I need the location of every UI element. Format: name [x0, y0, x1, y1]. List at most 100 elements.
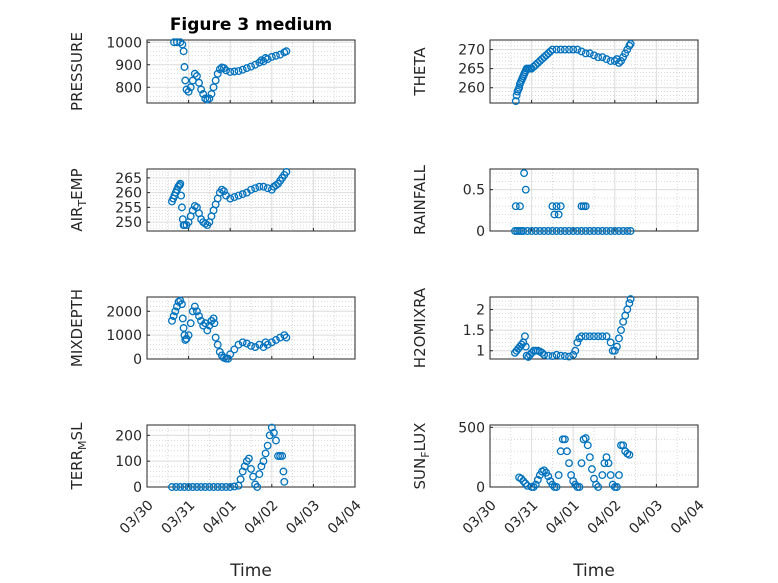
- data-point: [230, 482, 239, 491]
- data-point: [211, 76, 220, 85]
- data-point: [556, 202, 565, 211]
- data-point: [602, 55, 611, 64]
- x-tick-label: 04/03: [283, 497, 323, 537]
- data-point: [520, 169, 529, 178]
- data-point: [606, 227, 615, 235]
- data-point: [201, 219, 210, 228]
- x-tick-label: 04/03: [626, 497, 666, 537]
- data-point: [594, 483, 603, 491]
- data-point: [587, 465, 596, 474]
- data-point: [540, 466, 549, 475]
- data-point: [188, 483, 197, 491]
- data-point: [544, 227, 553, 235]
- data-point: [278, 452, 287, 460]
- y-tick-label: 200: [115, 428, 142, 444]
- data-point: [251, 343, 260, 352]
- data-point: [523, 227, 532, 235]
- data-point: [168, 316, 176, 325]
- subplot-mixdepth: 0 1000 2000 MIXDEPTH: [68, 289, 356, 368]
- data-point: [253, 483, 262, 491]
- data-point: [602, 332, 611, 341]
- data-point: [571, 346, 580, 355]
- data-point: [168, 483, 176, 491]
- y-tick-label: 500: [458, 420, 485, 436]
- data-point: [517, 340, 526, 349]
- data-point: [556, 227, 565, 235]
- data-point: [210, 319, 219, 328]
- data-point: [184, 87, 193, 96]
- data-point: [236, 475, 245, 484]
- data-point: [192, 483, 201, 491]
- x-tick-label: 03/31: [502, 497, 542, 537]
- axes-box-mixdepth: [146, 296, 356, 360]
- data-point: [199, 90, 208, 98]
- data-point: [207, 90, 216, 98]
- data-point: [554, 471, 563, 480]
- x-axis-label-left: Time: [229, 561, 272, 581]
- data-point: [531, 480, 540, 489]
- data-point: [544, 472, 553, 481]
- data-point: [195, 312, 203, 321]
- data-point: [560, 435, 569, 444]
- y-axis-label-air_temp: AIRTEMP: [68, 168, 89, 231]
- data-point: [571, 480, 580, 489]
- data-point: [184, 331, 193, 340]
- data-point: [598, 332, 607, 341]
- x-tick-label: 03/31: [159, 497, 199, 537]
- data-point: [590, 51, 598, 60]
- data-point: [267, 52, 276, 61]
- y-tick-label: 0: [133, 352, 142, 368]
- data-point: [519, 477, 528, 485]
- data-point: [565, 227, 573, 235]
- data-point: [581, 49, 590, 58]
- data-point: [263, 340, 272, 349]
- data-point: [573, 45, 582, 54]
- data-point: [209, 83, 218, 92]
- data-point: [234, 340, 243, 349]
- data-point: [259, 343, 268, 352]
- data-point: [602, 227, 611, 235]
- data-point: [186, 319, 195, 328]
- data-point: [585, 49, 594, 58]
- data-point: [176, 38, 185, 47]
- data-point: [565, 459, 573, 468]
- data-point: [625, 450, 634, 459]
- data-point: [598, 227, 607, 235]
- data-point: [280, 477, 289, 486]
- data-point: [220, 187, 228, 196]
- data-point: [177, 203, 186, 212]
- y-tick-label: 1: [476, 344, 485, 360]
- data-point: [255, 182, 264, 191]
- data-point: [606, 338, 615, 347]
- data-point: [213, 69, 222, 78]
- data-point: [192, 307, 201, 316]
- x-axis-label-right: Time: [572, 561, 615, 581]
- axes-box-pressure: [146, 39, 356, 104]
- data-point: [282, 333, 291, 342]
- y-tick-label: 800: [115, 80, 142, 96]
- data-point: [238, 65, 247, 74]
- data-point: [604, 459, 613, 468]
- data-point: [529, 483, 538, 491]
- data-point: [540, 227, 549, 235]
- y-tick-label: 900: [115, 58, 142, 74]
- data-point: [179, 47, 188, 56]
- x-tick-label: 03/30: [460, 497, 500, 537]
- data-point: [612, 342, 621, 351]
- y-tick-label: 100: [115, 454, 142, 470]
- data-point: [276, 50, 285, 59]
- y-tick-label: 1000: [106, 35, 142, 51]
- data-point: [608, 480, 617, 489]
- data-point: [181, 76, 190, 85]
- data-point: [583, 441, 592, 450]
- y-tick-label: 2000: [106, 304, 142, 320]
- data-point: [242, 64, 251, 73]
- data-point: [230, 67, 239, 76]
- data-point: [177, 300, 186, 309]
- y-axis-label-terr_msl: TERRMSL: [68, 422, 89, 491]
- data-point: [224, 354, 233, 363]
- data-point: [538, 348, 546, 357]
- x-tick-label: 04/04: [668, 497, 708, 537]
- data-point: [184, 483, 193, 491]
